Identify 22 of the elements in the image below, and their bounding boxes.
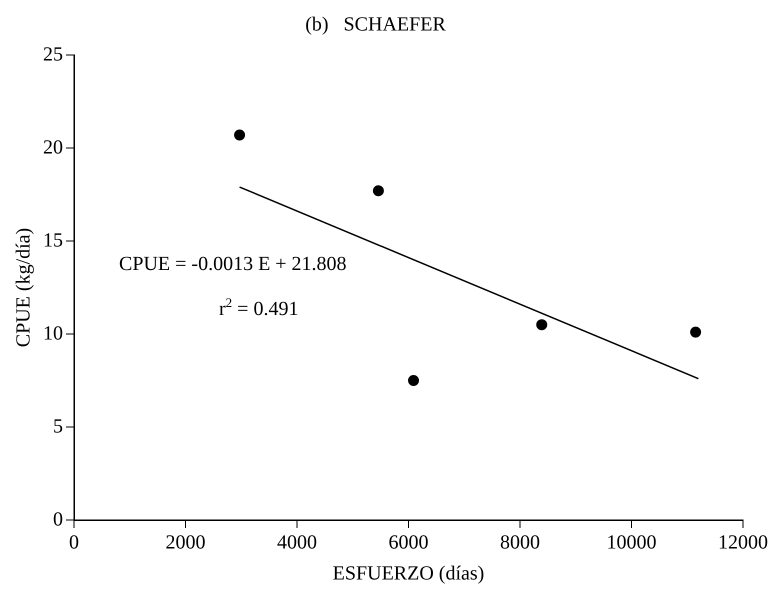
y-tick-label: 20 [43,136,63,158]
chart-title: (b) SCHAEFER [305,13,446,36]
x-axis-title: ESFUERZO (días) [332,562,484,584]
x-tick-label: 6000 [388,531,428,554]
x-tick-label: 12000 [718,531,768,554]
y-tick-label: 5 [53,415,63,438]
y-tick-label: 25 [43,43,63,66]
y-tick-label: 0 [53,508,63,530]
y-tick-label: 10 [43,322,63,344]
point [690,326,702,338]
point [372,185,384,196]
point [536,319,548,330]
point [408,375,420,386]
x-tick-label: 2000 [166,531,206,554]
y-tick-label: 15 [43,229,63,252]
x-tick-label: 0 [69,531,79,554]
x-tick-label: 4000 [277,531,317,554]
point [234,129,246,140]
x-tick-label: 8000 [500,531,540,554]
annotation: CPUE = -0.0013 E + 21.808 [119,253,347,275]
y-axis-title: CPUE (kg/día) [12,228,34,348]
x-tick-label: 10000 [606,531,656,554]
